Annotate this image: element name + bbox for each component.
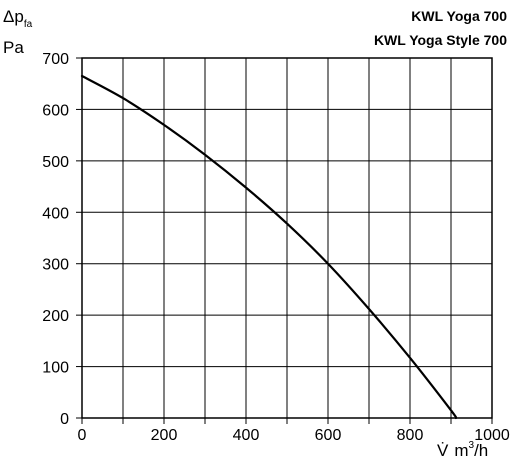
y-tick-label: 100 — [42, 360, 69, 377]
series-group — [80, 74, 458, 420]
y-tick-label: 0 — [60, 411, 69, 428]
y-axis-symbol: Δp — [3, 7, 24, 26]
y-axis-subscript: fa — [24, 19, 33, 30]
y-tick-label: 400 — [42, 205, 69, 222]
x-tick-label: 0 — [78, 427, 87, 444]
x-axis-label: V̇ m3/h — [437, 440, 488, 457]
x-axis-unit-prefix: m — [454, 441, 468, 457]
y-tick-label: 500 — [42, 154, 69, 171]
x-axis-symbol: V̇ — [437, 441, 449, 457]
y-axis-label-unit: Pa — [3, 38, 24, 57]
axes — [76, 57, 493, 424]
y-tick-label: 600 — [42, 102, 69, 119]
tick-labels: 0 200 400 600 800 1000 0 100 200 300 400 500 600 700 — [42, 51, 510, 444]
y-axis-label-symbol: Δpfa — [3, 7, 33, 30]
x-tick-label: 600 — [315, 427, 342, 444]
y-tick-label: 700 — [42, 51, 69, 68]
chart-title-line-1: KWL Yoga 700 — [411, 8, 507, 24]
x-axis-unit-suffix: /h — [474, 441, 488, 457]
chart-title-line-2: KWL Yoga Style 700 — [374, 32, 507, 48]
x-axis-unit-sup: 3 — [469, 440, 475, 451]
x-tick-label: 1000 — [474, 427, 510, 444]
x-tick-label: 400 — [233, 427, 260, 444]
grid-lines — [82, 58, 492, 418]
x-tick-label: 200 — [151, 427, 178, 444]
y-tick-label: 200 — [42, 308, 69, 325]
x-tick-label: 800 — [397, 427, 424, 444]
fan-curve-line — [80, 74, 458, 420]
y-tick-label: 300 — [42, 257, 69, 274]
